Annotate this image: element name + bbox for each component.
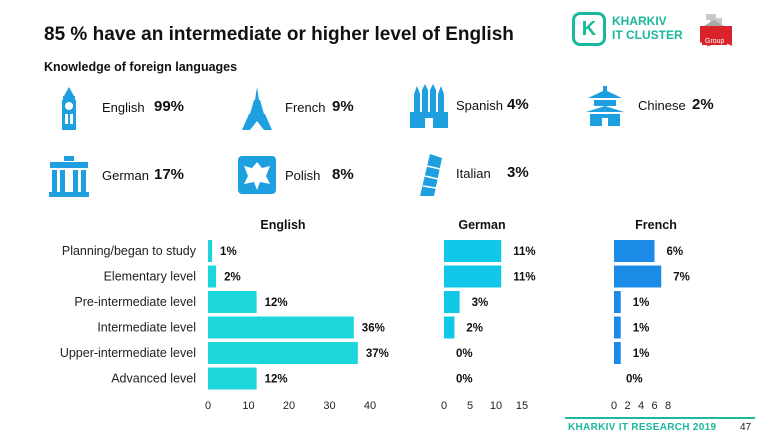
tick-label: 2: [624, 400, 630, 410]
category-label: Planning/began to study: [62, 244, 197, 258]
category-label: Elementary level: [104, 270, 196, 284]
bar: [208, 342, 358, 364]
footer-text: KHARKIV IT RESEARCH 2019: [568, 422, 717, 433]
series-title: German: [458, 218, 505, 232]
language-percent: 99%: [154, 98, 185, 115]
data-label: 2%: [224, 272, 241, 284]
category-label: Advanced level: [111, 372, 196, 386]
language-italian: Italian 3%: [408, 152, 538, 196]
data-label: 0%: [626, 374, 643, 386]
language-name: Chinese: [638, 98, 686, 113]
category-label: Pre-intermediate level: [74, 295, 196, 309]
bar: [444, 240, 502, 262]
data-label: 1%: [633, 323, 650, 335]
tick-label: 4: [638, 400, 644, 410]
bar: [208, 291, 257, 313]
bar: [614, 291, 621, 313]
group-logo-icon: [700, 14, 732, 46]
language-spanish: Spanish 4%: [408, 84, 538, 128]
data-label: 11%: [513, 246, 535, 258]
tick-label: 0: [441, 400, 447, 410]
language-percent: 17%: [154, 166, 185, 183]
language-chinese: Chinese 2%: [584, 84, 734, 128]
language-percent: 8%: [332, 166, 354, 183]
bar: [614, 265, 662, 288]
language-english: English 99%: [48, 86, 198, 130]
data-label: 3%: [472, 297, 489, 309]
bar: [444, 265, 502, 288]
tick-label: 0: [611, 400, 617, 410]
page-title: 85 % have an intermediate or higher leve…: [44, 24, 514, 45]
bar: [614, 316, 621, 339]
big-ben-icon: [62, 87, 76, 130]
data-label: 36%: [362, 323, 385, 335]
tick-label: 6: [651, 400, 657, 410]
language-name: German: [102, 168, 149, 183]
language-name: Italian: [456, 166, 491, 181]
language-name: French: [285, 100, 326, 115]
data-label: 0%: [456, 348, 473, 360]
bar: [208, 240, 213, 262]
series-title: French: [635, 218, 677, 232]
language-name: Spanish: [456, 98, 503, 113]
data-label: 1%: [633, 297, 650, 309]
tick-label: 10: [490, 400, 502, 410]
language-percent: 9%: [332, 98, 354, 115]
data-label: 7%: [673, 272, 690, 284]
language-german: German 17%: [48, 154, 198, 198]
page-number: 47: [740, 422, 752, 433]
data-label: 11%: [513, 272, 535, 284]
kharkiv-it-cluster-logo: K KHARKIV IT CLUSTER Group: [572, 12, 737, 52]
logo-line-1: KHARKIV: [612, 14, 667, 28]
data-label: 1%: [220, 246, 237, 258]
data-label: 6%: [667, 246, 684, 258]
footer-divider: [565, 417, 755, 419]
language-percent: 2%: [692, 96, 714, 113]
bar: [614, 240, 655, 262]
language-name: Polish: [285, 168, 321, 183]
bar: [614, 342, 621, 364]
language-polish: Polish 8%: [236, 154, 366, 198]
language-levels-chart: Planning/began to study Elementary level P…: [60, 218, 690, 410]
leaning-tower-icon: [420, 154, 442, 196]
polish-eagle-icon: [238, 156, 276, 194]
language-percent: 3%: [507, 164, 529, 181]
bar: [208, 265, 217, 288]
tick-label: 40: [364, 400, 376, 410]
data-label: 0%: [456, 374, 473, 386]
tick-label: 30: [323, 400, 335, 410]
bar: [208, 316, 354, 339]
sagrada-familia-icon: [410, 84, 448, 128]
logo-wordmark: KHARKIV IT CLUSTER: [612, 14, 683, 42]
language-french: French 9%: [236, 86, 366, 130]
category-label: Intermediate level: [97, 321, 196, 335]
data-label: 2%: [466, 323, 483, 335]
logo-line-2: IT CLUSTER: [612, 28, 683, 42]
brandenburg-gate-icon: [49, 156, 89, 197]
page-subtitle: Knowledge of foreign languages: [44, 60, 238, 74]
tick-label: 15: [516, 400, 528, 410]
data-label: 12%: [265, 297, 288, 309]
logo-mark: K: [572, 12, 606, 46]
bar: [444, 291, 460, 313]
tick-label: 5: [467, 400, 473, 410]
category-label: Upper-intermediate level: [60, 346, 196, 360]
language-name: English: [102, 100, 145, 115]
tick-label: 8: [665, 400, 671, 410]
bar: [208, 367, 257, 390]
language-percent: 4%: [507, 96, 529, 113]
tick-label: 10: [242, 400, 254, 410]
eiffel-tower-icon: [242, 87, 272, 130]
bar: [444, 316, 455, 339]
group-label: Group: [702, 38, 728, 45]
tick-label: 20: [283, 400, 295, 410]
series-title: English: [260, 218, 305, 232]
data-label: 12%: [265, 374, 288, 386]
data-label: 1%: [633, 348, 650, 360]
tick-label: 0: [205, 400, 211, 410]
pagoda-icon: [586, 86, 624, 126]
data-label: 37%: [366, 348, 389, 360]
